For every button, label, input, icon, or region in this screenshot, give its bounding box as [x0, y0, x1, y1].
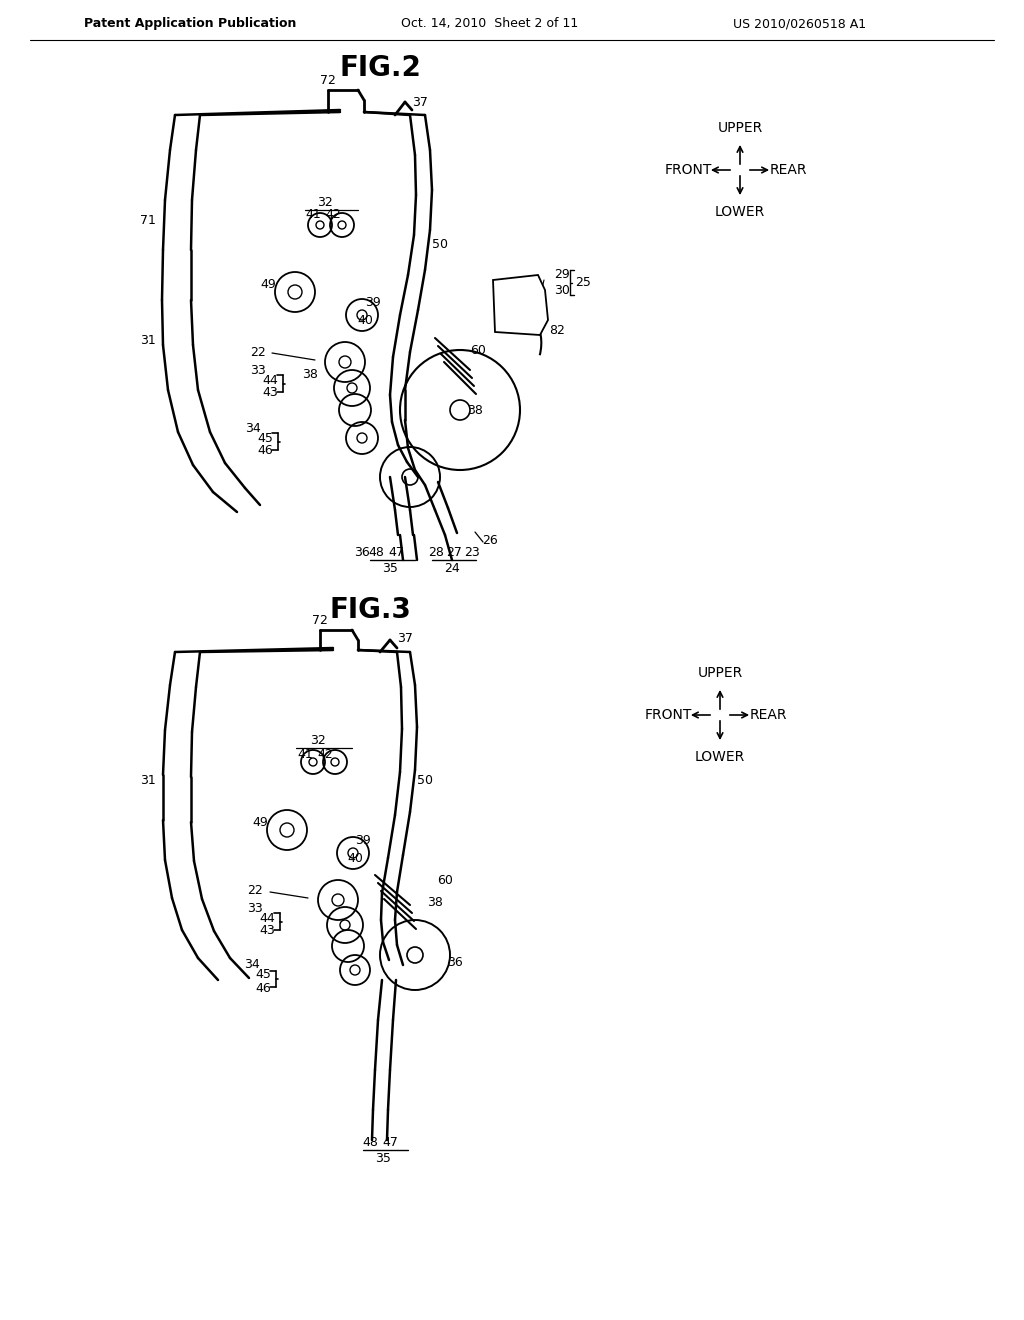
Text: REAR: REAR — [750, 708, 786, 722]
Text: 39: 39 — [355, 834, 371, 847]
Text: 44: 44 — [259, 912, 274, 924]
Text: FRONT: FRONT — [665, 162, 712, 177]
Text: 37: 37 — [397, 631, 413, 644]
Text: REAR: REAR — [769, 162, 807, 177]
Text: 45: 45 — [255, 969, 271, 982]
Text: 60: 60 — [470, 343, 486, 356]
Text: 41: 41 — [305, 209, 321, 222]
Text: 38: 38 — [427, 895, 443, 908]
Text: 82: 82 — [549, 323, 565, 337]
Text: 35: 35 — [382, 561, 398, 574]
Text: 36: 36 — [447, 956, 463, 969]
Text: FIG.3: FIG.3 — [329, 597, 411, 624]
Text: LOWER: LOWER — [695, 750, 745, 764]
Text: 43: 43 — [262, 387, 278, 400]
Text: LOWER: LOWER — [715, 205, 765, 219]
Text: 71: 71 — [140, 214, 156, 227]
Text: 25: 25 — [575, 276, 591, 289]
Text: 32: 32 — [317, 195, 333, 209]
Polygon shape — [493, 275, 548, 335]
Text: 44: 44 — [262, 374, 278, 387]
Text: 31: 31 — [140, 334, 156, 346]
Text: UPPER: UPPER — [697, 667, 742, 680]
Text: 24: 24 — [444, 561, 460, 574]
Text: 60: 60 — [437, 874, 453, 887]
Text: 41: 41 — [297, 747, 313, 760]
Text: 33: 33 — [250, 363, 266, 376]
Text: 50: 50 — [432, 239, 449, 252]
Text: 42: 42 — [317, 747, 333, 760]
Text: 27: 27 — [446, 545, 462, 558]
Text: 26: 26 — [482, 533, 498, 546]
Text: 22: 22 — [250, 346, 266, 359]
Text: 72: 72 — [321, 74, 336, 87]
Text: 49: 49 — [260, 279, 275, 292]
Text: 32: 32 — [310, 734, 326, 747]
Text: 23: 23 — [464, 545, 480, 558]
Text: 34: 34 — [245, 421, 261, 434]
Text: 72: 72 — [312, 614, 328, 627]
Text: 40: 40 — [347, 851, 362, 865]
Text: Oct. 14, 2010  Sheet 2 of 11: Oct. 14, 2010 Sheet 2 of 11 — [401, 17, 579, 30]
Text: 46: 46 — [255, 982, 271, 994]
Text: 47: 47 — [382, 1137, 398, 1150]
Text: 48: 48 — [362, 1137, 378, 1150]
Text: Patent Application Publication: Patent Application Publication — [84, 17, 296, 30]
Text: 49: 49 — [252, 816, 268, 829]
Text: 37: 37 — [412, 95, 428, 108]
Text: 39: 39 — [366, 297, 381, 309]
Text: UPPER: UPPER — [718, 121, 763, 135]
Text: FRONT: FRONT — [644, 708, 691, 722]
Text: 43: 43 — [259, 924, 274, 936]
Text: 22: 22 — [247, 883, 263, 896]
Text: 46: 46 — [257, 445, 272, 458]
Text: 28: 28 — [428, 545, 444, 558]
Text: 42: 42 — [326, 209, 341, 222]
Text: 48: 48 — [368, 545, 384, 558]
Text: FIG.2: FIG.2 — [339, 54, 421, 82]
Text: 33: 33 — [247, 902, 263, 915]
Text: 50: 50 — [417, 774, 433, 787]
Text: 38: 38 — [302, 368, 317, 381]
Text: 29: 29 — [554, 268, 570, 281]
Text: 30: 30 — [554, 284, 570, 297]
Text: 38: 38 — [467, 404, 483, 417]
Text: 47: 47 — [388, 545, 403, 558]
Text: US 2010/0260518 A1: US 2010/0260518 A1 — [733, 17, 866, 30]
Text: 45: 45 — [257, 432, 273, 445]
Text: 40: 40 — [357, 314, 373, 326]
Text: 36: 36 — [354, 545, 370, 558]
Text: 34: 34 — [244, 958, 260, 972]
Text: 35: 35 — [375, 1151, 391, 1164]
Text: 31: 31 — [140, 774, 156, 787]
